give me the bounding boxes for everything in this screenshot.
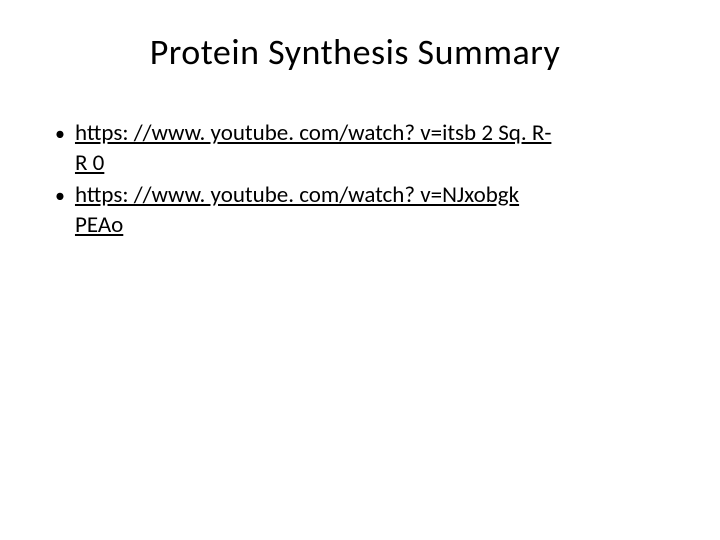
bullet-list: • https: //www. youtube. com/watch? v=it… [55, 119, 655, 241]
list-item: • https: //www. youtube. com/watch? v=it… [55, 119, 655, 179]
link-container: https: //www. youtube. com/watch? v=itsb… [75, 119, 551, 179]
link-text-line2[interactable]: R 0 [75, 149, 104, 177]
bullet-marker-icon: • [55, 183, 65, 209]
link-text-line1[interactable]: https: //www. youtube. com/watch? v=NJxo… [75, 181, 519, 209]
link-text-line1[interactable]: https: //www. youtube. com/watch? v=itsb… [75, 119, 551, 147]
bullet-marker-icon: • [55, 121, 65, 147]
link-text-line2[interactable]: PEAo [75, 211, 123, 239]
list-item: • https: //www. youtube. com/watch? v=NJ… [55, 181, 655, 241]
page-title: Protein Synthesis Summary [55, 30, 655, 74]
link-container: https: //www. youtube. com/watch? v=NJxo… [75, 181, 519, 241]
